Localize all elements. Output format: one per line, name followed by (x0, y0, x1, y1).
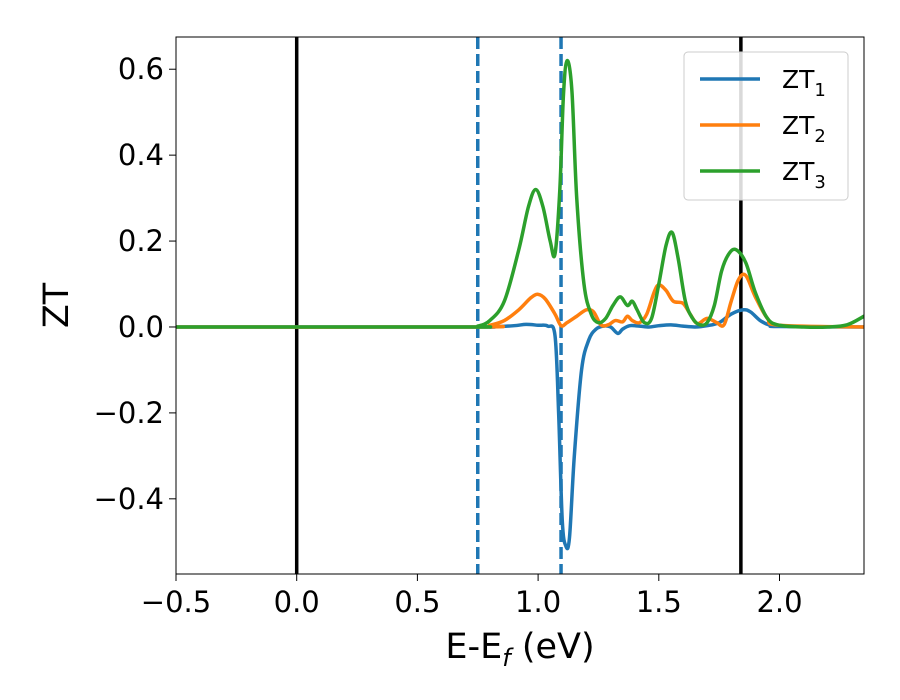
x-axis-label-main: E-E (445, 627, 502, 667)
legend: ZT1 ZT2 ZT3 (683, 51, 849, 201)
x-tick-label: −0.5 (141, 585, 211, 619)
legend-label: ZT3 (782, 157, 826, 193)
y-tick-label: 0.0 (118, 310, 164, 344)
legend-box (683, 51, 849, 201)
y-tick-label: −0.4 (94, 482, 164, 516)
y-axis-label: ZT (37, 282, 77, 328)
x-axis-label-unit: (eV) (511, 627, 595, 667)
y-tick-label: 0.6 (118, 52, 164, 86)
y-tick-label: −0.2 (94, 396, 164, 430)
legend-label: ZT1 (782, 65, 826, 101)
series-line-zt2 (176, 272, 864, 329)
legend-items: ZT1 ZT2 ZT3 (700, 65, 826, 193)
x-tick-label: 1.0 (515, 585, 561, 619)
y-tick-label: 0.4 (118, 138, 164, 172)
x-tick-label: 0.5 (394, 585, 440, 619)
series-lines (176, 58, 864, 551)
x-axis-label: E-Ef (eV) (445, 627, 594, 672)
legend-label: ZT2 (782, 111, 826, 147)
x-tick-label: 0.0 (274, 585, 320, 619)
axes-frame (175, 36, 865, 575)
vertical-reference-lines (294, 37, 743, 574)
series-line-zt3 (176, 58, 864, 329)
y-axis-ticks: −0.4 −0.2 0.0 0.2 0.4 0.6 (94, 52, 176, 516)
x-tick-label: 2.0 (756, 585, 802, 619)
x-axis-ticks: −0.5 0.0 0.5 1.0 1.5 2.0 (141, 574, 803, 619)
x-tick-label: 1.5 (636, 585, 682, 619)
series-line-zt1 (176, 307, 864, 551)
y-tick-label: 0.2 (118, 224, 164, 258)
